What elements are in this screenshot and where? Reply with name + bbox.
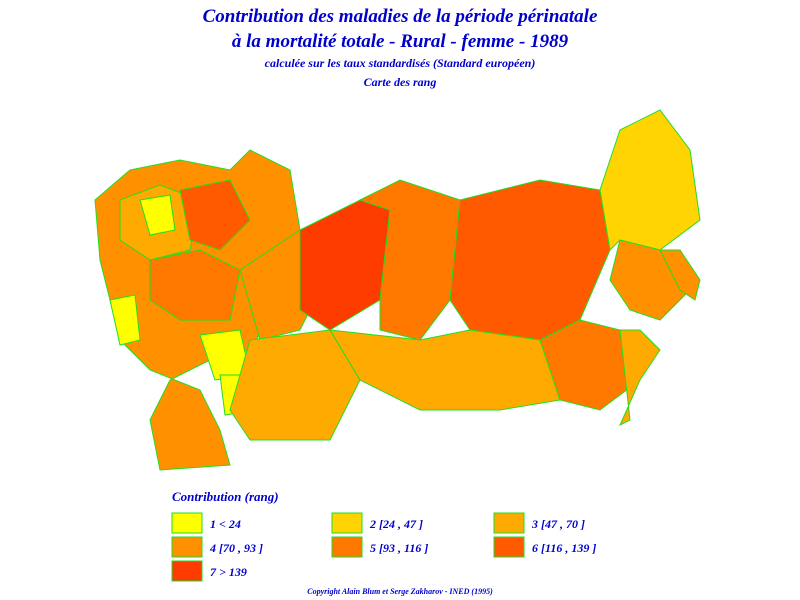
legend-label: 2 [24 , 47 ] — [369, 517, 423, 531]
legend-label: 6 [116 , 139 ] — [532, 541, 596, 555]
title: Contribution des maladies de la période … — [203, 6, 598, 27]
legend-label: 1 < 24 — [210, 517, 241, 531]
legend-swatch — [493, 512, 525, 534]
legend-label: 3 [47 , 70 ] — [531, 517, 585, 531]
subtitle: calculée sur les taux standardisés (Stan… — [265, 56, 536, 70]
legend-swatch — [171, 560, 203, 582]
legend-swatch — [493, 536, 525, 558]
legend-label: 4 [70 , 93 ] — [209, 541, 263, 555]
map — [94, 109, 701, 471]
map-kind: Carte des rang — [364, 75, 437, 89]
title: à la mortalité totale - Rural - femme - … — [232, 31, 569, 52]
copyright: Copyright Alain Blum et Serge Zakharov -… — [307, 587, 493, 596]
legend-swatch — [331, 512, 363, 534]
legend-swatch — [171, 512, 203, 534]
legend-title: Contribution (rang) — [172, 489, 279, 504]
legend-swatch — [171, 536, 203, 558]
legend-label: 5 [93 , 116 ] — [370, 541, 428, 555]
legend-swatch — [331, 536, 363, 558]
legend-label: 7 > 139 — [210, 565, 247, 579]
